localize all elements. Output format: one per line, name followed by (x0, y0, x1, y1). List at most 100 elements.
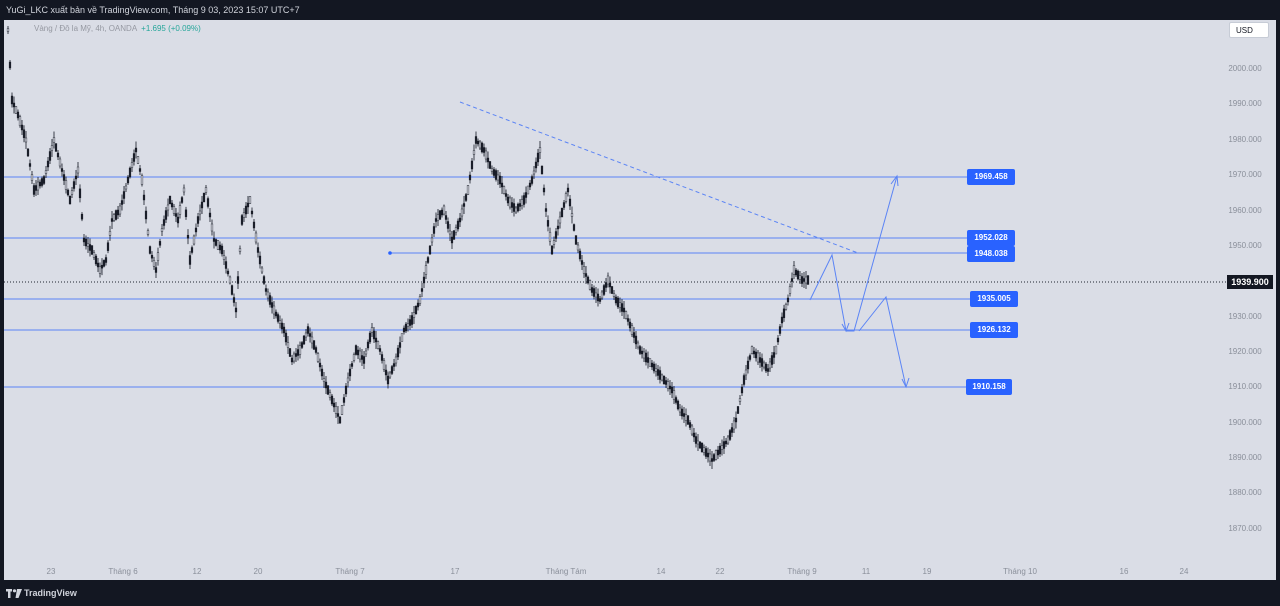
chart-canvas[interactable] (4, 20, 1276, 580)
candle-body (804, 276, 808, 284)
candle-body (298, 345, 302, 355)
candle-body (424, 265, 428, 275)
candle-body (548, 231, 552, 242)
candle-body (182, 187, 186, 193)
candle-body (66, 189, 70, 196)
candle-body (294, 353, 298, 357)
candle-body (160, 228, 164, 232)
candle-body (364, 350, 368, 355)
candle-body (744, 369, 748, 376)
x-tick: 19 (922, 567, 932, 576)
candle-body (474, 136, 478, 144)
candle-body (770, 355, 774, 365)
candle-body (204, 187, 208, 193)
candle-body (110, 218, 114, 222)
candle-body (694, 436, 698, 444)
projection-path-down[interactable] (858, 295, 907, 388)
candle-body (546, 220, 550, 227)
candle-body (526, 185, 530, 195)
candle-body (248, 196, 252, 204)
projection-arrowhead-down (901, 377, 910, 389)
x-tick: 12 (192, 567, 202, 576)
candle-body (358, 350, 362, 360)
level-tag-1948[interactable]: 1948.038 (967, 246, 1015, 262)
candle-body (654, 368, 658, 372)
level-tag-1952[interactable]: 1952.028 (967, 230, 1015, 246)
candle-body (446, 221, 450, 229)
candle-body (438, 210, 442, 220)
candle-body (410, 315, 414, 325)
candle-body (318, 362, 322, 368)
x-tick: Tháng 9 (787, 567, 817, 576)
candle-body (184, 209, 188, 218)
candle-body (796, 270, 800, 280)
candle-body (538, 147, 542, 153)
candle-body (128, 167, 132, 178)
candle-body (226, 270, 230, 275)
candle-body (262, 276, 266, 284)
candle-body (528, 182, 532, 188)
candle-body (650, 362, 654, 368)
level-tag-1910[interactable]: 1910.158 (966, 379, 1012, 395)
candle-body (766, 368, 770, 372)
y-tick: 1920.000 (1228, 347, 1262, 356)
candle-body (532, 170, 536, 175)
candle-body (496, 174, 500, 181)
candle-body (380, 354, 384, 361)
candle-body (598, 298, 602, 302)
candle-body (706, 452, 710, 458)
candle-body (282, 326, 286, 334)
candle-body (230, 285, 234, 295)
candle-body (266, 291, 270, 299)
candle-body (722, 441, 726, 449)
candle-body (554, 231, 558, 239)
candle-body (222, 255, 226, 260)
level-tag-1935[interactable]: 1935.005 (970, 291, 1018, 307)
currency-button[interactable]: USD (1229, 22, 1269, 38)
candle-body (314, 347, 318, 353)
candle-body (588, 280, 592, 290)
chart-area[interactable] (4, 20, 1276, 580)
candle-body (432, 226, 436, 234)
candle-body (218, 244, 222, 251)
candle-body (108, 231, 112, 236)
candle-body (60, 168, 64, 172)
candle-body (726, 436, 730, 444)
candle-body (658, 370, 662, 380)
candle-body (254, 232, 258, 243)
candle-body (762, 362, 766, 368)
level-tag-1969[interactable]: 1969.458 (967, 169, 1015, 185)
level-line-1948-anchor[interactable] (388, 251, 392, 255)
candle-body (268, 295, 272, 305)
candle-body (88, 244, 92, 251)
candle-body (56, 152, 60, 158)
candle-body (404, 323, 408, 332)
candle-body (342, 397, 346, 403)
candle-body (124, 185, 128, 190)
candle-body (520, 199, 524, 206)
candle-body (682, 413, 686, 417)
y-tick: 1980.000 (1228, 135, 1262, 144)
candle-body (242, 212, 246, 218)
candle-body (216, 240, 220, 250)
candle-body (310, 336, 314, 344)
candle-body (704, 448, 708, 457)
candles-group (6, 26, 810, 469)
candle-body (284, 332, 288, 343)
candle-body (806, 275, 810, 285)
y-tick: 1910.000 (1228, 382, 1262, 391)
candle-body (386, 375, 390, 385)
publisher-bar: YuGi_LKC xuất bản về TradingView.com, Th… (0, 0, 1280, 20)
candle-body (80, 213, 84, 220)
candle-body (238, 248, 242, 252)
candle-body (542, 187, 546, 193)
trendline-dashed[interactable] (459, 101, 859, 254)
candle-body (174, 213, 178, 217)
current-price-tag: 1939.900 (1227, 275, 1273, 289)
candle-body (50, 145, 54, 151)
candle-body (356, 349, 360, 356)
candle-body (138, 168, 142, 172)
candle-body (46, 160, 50, 168)
candle-body (178, 205, 182, 215)
level-tag-1926[interactable]: 1926.132 (970, 322, 1018, 338)
